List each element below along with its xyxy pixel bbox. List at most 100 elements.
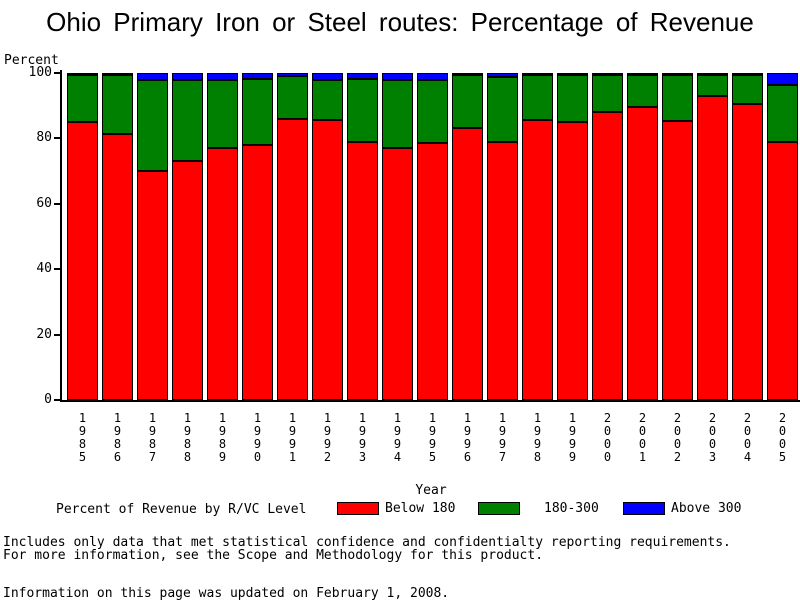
bar-1997: [487, 73, 518, 400]
segment-above-300-1999: [557, 73, 588, 75]
segment-below-180-2002: [662, 120, 693, 400]
segment-above-300-1987: [137, 73, 168, 80]
segment-180-300-1998: [522, 75, 553, 120]
segment-below-180-2005: [767, 142, 798, 400]
y-tick-mark: [54, 399, 60, 401]
legend-item-below-180: Below 180: [337, 501, 455, 516]
segment-180-300-1999: [557, 75, 588, 122]
legend-label: 180-300: [544, 501, 599, 516]
y-axis-line: [60, 70, 62, 402]
y-tick-mark: [54, 202, 60, 205]
segment-below-180-2004: [732, 104, 763, 400]
bar-1987: [137, 73, 168, 400]
legend-label: Below 180: [385, 501, 456, 516]
segment-below-180-1996: [452, 127, 483, 400]
segment-above-300-1991: [277, 73, 308, 76]
segment-above-300-2003: [697, 73, 728, 75]
y-tick-mark: [54, 333, 60, 336]
segment-180-300-1987: [137, 80, 168, 171]
bar-1988: [172, 73, 203, 400]
bar-2004: [732, 73, 763, 400]
segment-below-180-1990: [242, 145, 273, 400]
bar-1999: [557, 73, 588, 400]
bar-1993: [347, 73, 378, 400]
segment-180-300-1996: [452, 75, 483, 128]
bar-2005: [767, 73, 798, 400]
segment-below-180-1997: [487, 142, 518, 400]
y-tick-label: 100: [28, 65, 52, 80]
x-axis-line: [60, 400, 800, 402]
segment-180-300-2001: [627, 75, 658, 107]
segment-180-300-1988: [172, 80, 203, 161]
bar-1990: [242, 73, 273, 400]
legend-item-180-300: 180-300: [478, 501, 599, 516]
segment-below-180-1999: [557, 122, 588, 400]
segment-above-300-1996: [452, 73, 483, 75]
legend-label: Above 300: [671, 501, 742, 516]
y-tick-label: 20: [36, 326, 52, 342]
segment-above-300-1997: [487, 73, 518, 77]
segment-180-300-1997: [487, 77, 518, 142]
y-tick-label: 0: [44, 392, 52, 407]
segment-above-300-2001: [627, 73, 658, 75]
chart-title: Ohio Primary Iron or Steel routes: Perce…: [46, 7, 754, 37]
y-tick-label: 40: [36, 261, 52, 277]
segment-180-300-1990: [242, 79, 273, 145]
bar-1991: [277, 73, 308, 400]
footnote-updated: Information on this page was updated on …: [3, 586, 450, 600]
bar-1985: [67, 73, 98, 400]
segment-below-180-1987: [137, 171, 168, 400]
bar-1992: [312, 73, 343, 400]
segment-below-180-2003: [697, 96, 728, 400]
bar-2003: [697, 73, 728, 400]
segment-above-300-2004: [732, 73, 763, 75]
legend-swatch-above-300: [623, 502, 665, 515]
y-axis-label: Percent: [4, 53, 59, 68]
segment-180-300-1992: [312, 80, 343, 120]
segment-below-180-1994: [382, 148, 413, 400]
segment-below-180-1991: [277, 119, 308, 400]
legend-swatch-180-300: [478, 502, 520, 515]
segment-above-300-1989: [207, 73, 238, 80]
footnote-line-2: For more information, see the Scope and …: [3, 548, 544, 563]
segment-above-300-2002: [662, 73, 693, 75]
segment-above-300-1992: [312, 73, 343, 80]
segment-above-300-1994: [382, 73, 413, 80]
y-tick-label: 60: [36, 195, 52, 211]
segment-180-300-2002: [662, 75, 693, 121]
segment-below-180-1993: [347, 142, 378, 400]
legend-swatch-below-180: [337, 502, 379, 515]
segment-180-300-2000: [592, 75, 623, 112]
segment-below-180-1998: [522, 120, 553, 400]
bar-1986: [102, 73, 133, 400]
segment-below-180-1986: [102, 133, 133, 400]
segment-180-300-1993: [347, 79, 378, 142]
segment-below-180-2001: [627, 107, 658, 400]
bar-2001: [627, 73, 658, 400]
segment-above-300-1993: [347, 73, 378, 79]
y-tick-mark: [54, 72, 60, 74]
bar-1995: [417, 73, 448, 400]
segment-180-300-1991: [277, 76, 308, 119]
footnote-line-1: Includes only data that met statistical …: [3, 535, 731, 550]
segment-180-300-1986: [102, 75, 133, 134]
